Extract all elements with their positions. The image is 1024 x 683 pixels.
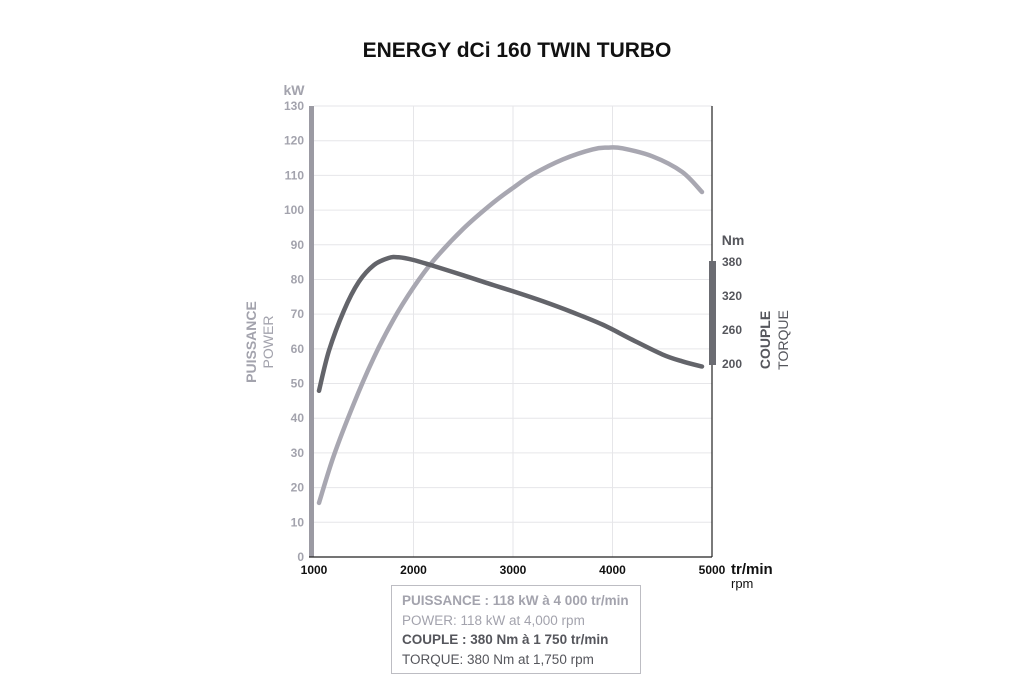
y-tick-label: 110: [285, 168, 305, 182]
x-axis-label: tr/min: [731, 561, 773, 578]
left-axis-bar: [309, 106, 314, 557]
torque-curve: [316, 254, 705, 394]
x-tick-label: 1000: [301, 563, 328, 577]
x-axis-sublabel: rpm: [731, 576, 753, 591]
y-tick-label: 0: [297, 550, 304, 564]
y-tick-label: 50: [291, 377, 305, 391]
y-tick-label: 90: [291, 238, 305, 252]
right-unit-label: Nm: [722, 232, 745, 248]
y-tick-label: 70: [291, 307, 305, 321]
right-axis-label: COUPLE: [757, 311, 773, 369]
left-axis-label: PUISSANCE: [243, 301, 259, 383]
x-tick-label: 3000: [500, 563, 527, 577]
series-lines: [316, 145, 705, 506]
power-curve: [316, 145, 705, 506]
torque-tick-label: 380: [722, 255, 742, 269]
left-tick-labels: 0 10 20 30 40 50 60 70 80 90 100 110 120 130: [284, 99, 304, 564]
x-tick-label: 4000: [599, 563, 626, 577]
left-axis-sublabel: POWER: [260, 316, 276, 369]
torque-tick-label: 200: [722, 357, 742, 371]
y-tick-label: 120: [284, 134, 304, 148]
y-tick-label: 130: [284, 99, 304, 113]
legend-power-en: POWER: 118 kW at 4,000 rpm: [402, 612, 585, 628]
torque-axis-bar: [709, 261, 716, 365]
grid: [314, 105, 712, 557]
chart-title: ENERGY dCi 160 TWIN TURBO: [363, 39, 672, 62]
legend-power-fr: PUISSANCE : 118 kW à 4 000 tr/min: [402, 593, 629, 608]
left-unit-label: kW: [284, 82, 306, 98]
y-tick-label: 40: [291, 411, 305, 425]
right-axis-sublabel: TORQUE: [775, 310, 791, 370]
y-tick-label: 20: [291, 481, 305, 495]
y-tick-label: 10: [291, 515, 305, 529]
y-tick-label: 30: [291, 446, 305, 460]
legend-box: PUISSANCE : 118 kW à 4 000 tr/min POWER:…: [391, 585, 641, 674]
legend-torque-en: TORQUE: 380 Nm at 1,750 rpm: [402, 651, 594, 667]
x-tick-label: 5000: [699, 563, 726, 577]
legend-torque-fr: COUPLE : 380 Nm à 1 750 tr/min: [402, 632, 609, 647]
torque-tick-label: 320: [722, 289, 742, 303]
torque-tick-label: 260: [722, 323, 742, 337]
y-tick-label: 80: [291, 272, 305, 286]
y-tick-label: 100: [284, 203, 304, 217]
y-tick-label: 60: [291, 342, 305, 356]
right-tick-labels: 200 260 320 380: [722, 255, 742, 371]
x-tick-labels: 1000 2000 3000 4000 5000: [301, 563, 726, 577]
x-tick-label: 2000: [400, 563, 427, 577]
